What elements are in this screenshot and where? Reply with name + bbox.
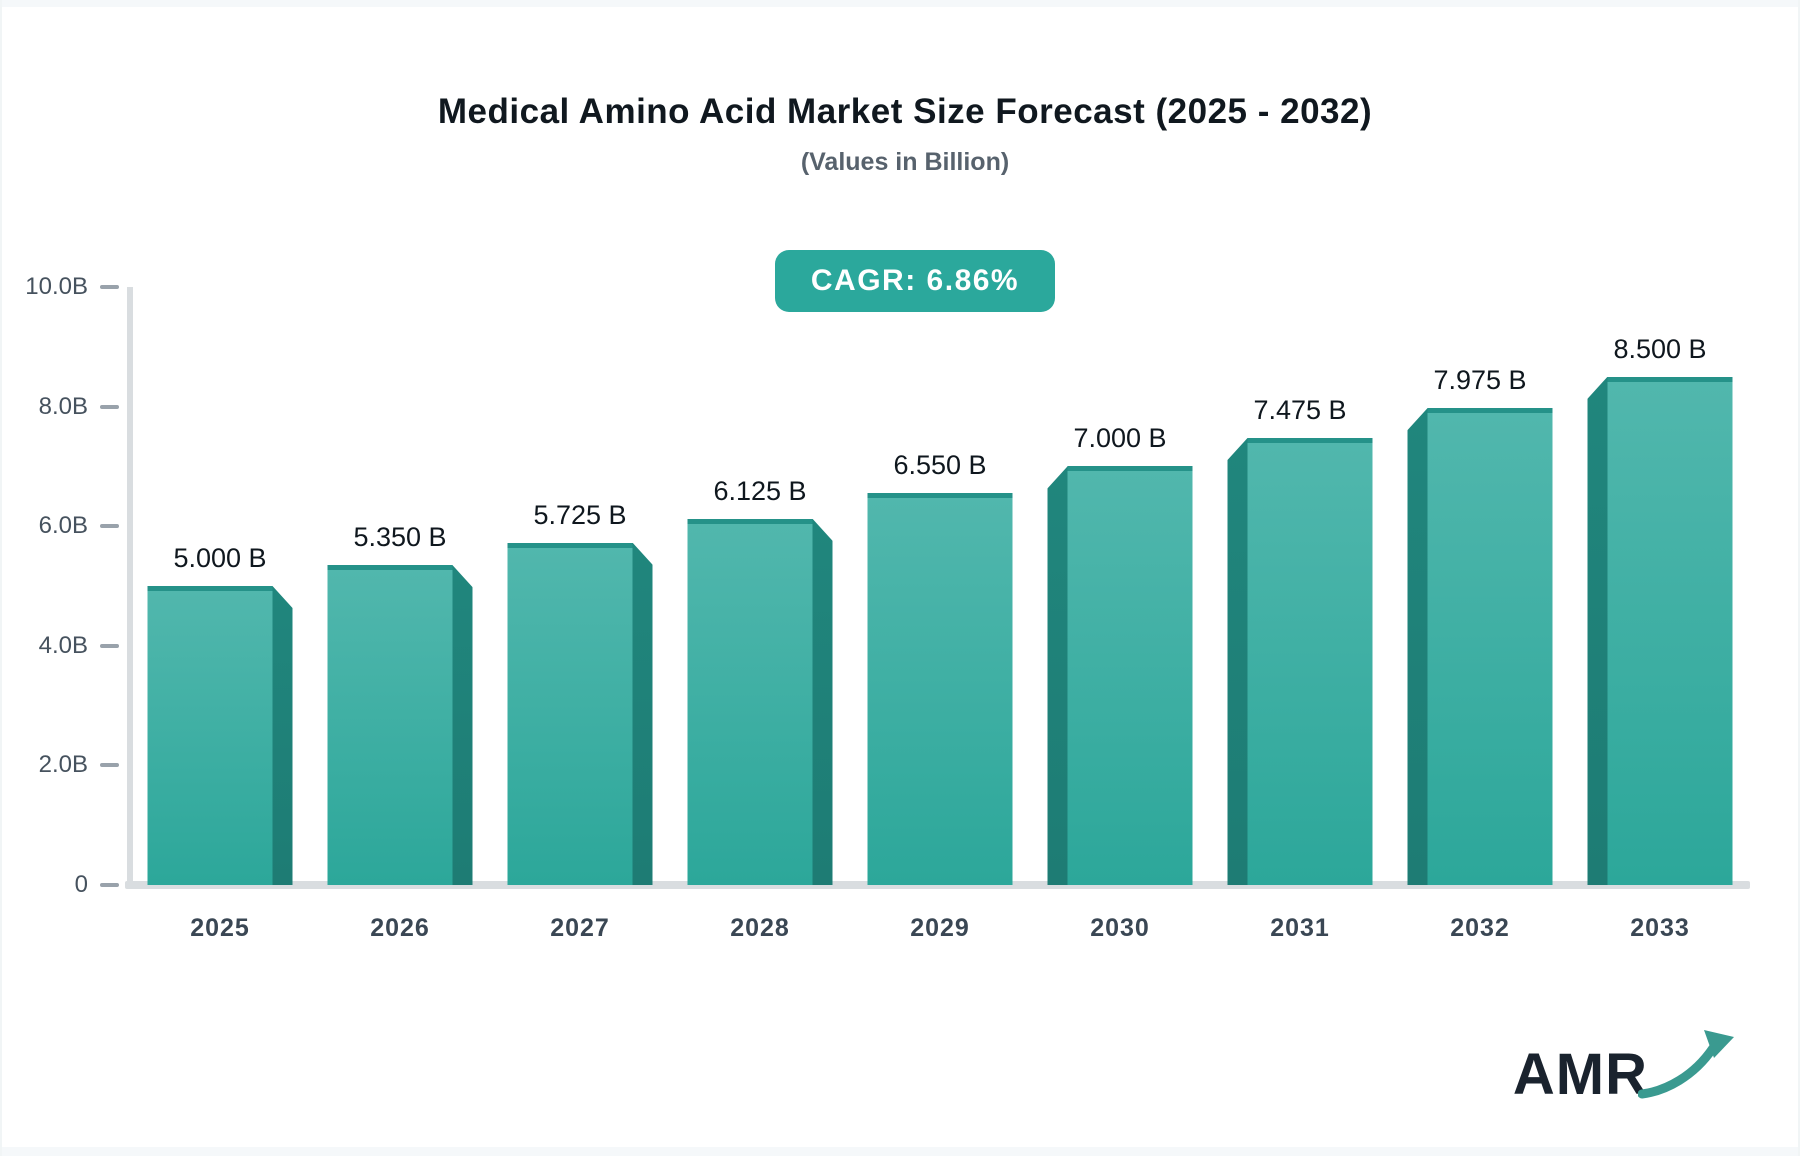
y-axis-tick-label: 6.0B xyxy=(38,512,88,540)
x-axis-label-2026: 2026 xyxy=(370,914,430,942)
bar-column-2026: 5.350 B 2026 xyxy=(310,287,490,942)
y-axis-tick-label: 4.0B xyxy=(38,631,88,659)
y-axis-tick-dash xyxy=(100,883,119,887)
y-axis: 10.0B 8.0B 6.0B 4.0B 2.0B 0 xyxy=(0,273,130,898)
bar-value-label: 8.500 B xyxy=(1613,333,1707,364)
card-left-edge xyxy=(0,0,2,1156)
x-axis-label-2031: 2031 xyxy=(1270,914,1330,942)
bar-2027 xyxy=(507,542,653,885)
bar-2029 xyxy=(867,493,1013,885)
card-bottom-edge xyxy=(0,1147,1800,1156)
bar-3d-side xyxy=(812,518,833,885)
amr-logo: AMR xyxy=(1512,1029,1738,1108)
x-axis-label-2030: 2030 xyxy=(1090,914,1150,942)
bar-face xyxy=(1247,438,1373,885)
bar-3d-side xyxy=(1407,408,1428,885)
bar-face xyxy=(687,518,813,885)
y-axis-tick-label: 0 xyxy=(74,871,88,898)
bar-3d-side xyxy=(632,542,653,885)
y-axis-line xyxy=(127,287,133,885)
bar-2025 xyxy=(147,586,293,885)
cagr-badge: CAGR: 6.86% xyxy=(774,250,1056,312)
x-axis-label-2025: 2025 xyxy=(190,914,250,942)
y-axis-tick-label: 8.0B xyxy=(38,392,88,420)
bar-column-2033: 8.500 B 2033 xyxy=(1570,287,1750,942)
bar-value-label: 5.000 B xyxy=(173,543,267,573)
bar-face xyxy=(507,542,633,885)
bar-column-2032: 7.975 B 2032 xyxy=(1390,287,1570,942)
x-axis-label-2028: 2028 xyxy=(730,914,790,942)
bar-value-label: 6.125 B xyxy=(713,475,807,506)
y-axis-tick-dash xyxy=(100,524,119,529)
bar-2031 xyxy=(1227,438,1373,885)
x-axis-label-2029: 2029 xyxy=(910,914,970,942)
x-axis-label-2033: 2033 xyxy=(1630,914,1690,942)
bar-value-label: 5.725 B xyxy=(533,499,627,530)
bar-3d-side xyxy=(1587,376,1608,885)
bar-face xyxy=(1427,408,1553,885)
y-axis-tick-dash xyxy=(100,643,119,648)
bar-2030 xyxy=(1047,466,1193,885)
card-top-edge xyxy=(0,0,1800,7)
amr-logo-text: AMR xyxy=(1512,1042,1648,1107)
bar-column-2028: 6.125 B 2028 xyxy=(670,287,850,942)
cagr-badge-row: CAGR: 6.86% xyxy=(0,250,1800,312)
bar-value-label: 6.550 B xyxy=(893,450,987,481)
bar-3d-side xyxy=(272,586,293,885)
bar-2026 xyxy=(327,565,473,885)
bar-column-2029: 6.550 B 2029 xyxy=(850,287,1030,942)
bar-face xyxy=(1607,376,1733,885)
x-axis-label-2032: 2032 xyxy=(1450,914,1510,942)
y-axis-tick-label: 10.0B xyxy=(25,273,88,300)
bar-face xyxy=(1067,466,1193,885)
growth-arrow-icon xyxy=(1638,1029,1734,1098)
bar-face xyxy=(147,586,273,885)
bar-value-label: 7.975 B xyxy=(1433,365,1527,396)
y-axis-tick-dash xyxy=(100,285,119,289)
bar-value-label: 7.475 B xyxy=(1253,395,1347,425)
bar-face xyxy=(327,565,453,885)
y-axis-tick-dash xyxy=(100,404,119,409)
bar-3d-side xyxy=(452,565,473,885)
bar-column-2027: 5.725 B 2027 xyxy=(490,287,670,942)
bar-column-2030: 7.000 B 2030 xyxy=(1030,287,1210,942)
bar-3d-side xyxy=(1227,438,1248,885)
bar-value-label: 5.350 B xyxy=(353,522,447,553)
x-axis-label-2027: 2027 xyxy=(550,914,610,942)
bar-2033 xyxy=(1587,376,1733,885)
bar-3d-side xyxy=(1047,466,1068,885)
y-axis-tick-dash xyxy=(100,763,119,768)
bar-plot-area: 5.000 B 2025 5.350 B 2026 5.725 B 2027 6.125 B… xyxy=(130,287,1750,942)
page-title: Medical Amino Acid Market Size Forecast … xyxy=(437,92,1373,131)
bar-2032 xyxy=(1407,408,1553,885)
bar-face xyxy=(867,493,1013,885)
card-right-edge xyxy=(1798,0,1800,1156)
bar-value-label: 7.000 B xyxy=(1073,423,1167,454)
x-axis-line xyxy=(125,881,1750,889)
bar-2028 xyxy=(687,518,833,885)
page-subtitle: (Values in Billion) xyxy=(800,148,1010,176)
bar-column-2025: 5.000 B 2025 xyxy=(130,287,310,942)
bar-column-2031: 7.475 B 2031 xyxy=(1210,287,1390,942)
y-axis-tick-label: 2.0B xyxy=(38,751,88,779)
